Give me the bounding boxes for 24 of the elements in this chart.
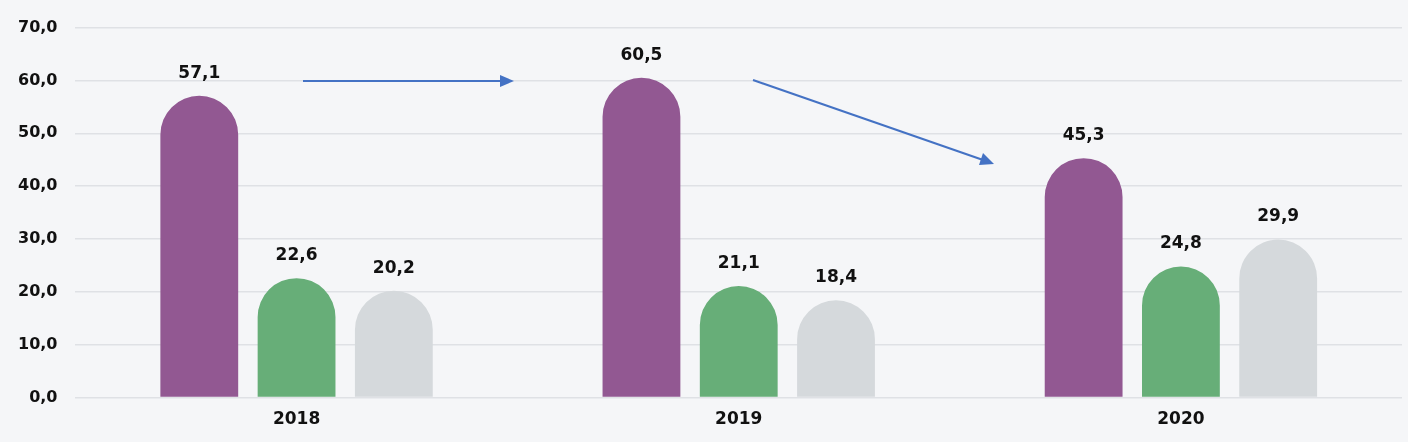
x-tick-label: 2018 — [272, 408, 321, 429]
data-label: 21,1 — [717, 251, 760, 272]
y-tick-label: 50,0 — [17, 122, 58, 142]
y-tick-label: 20,0 — [17, 281, 58, 301]
x-tick-label: 2020 — [1157, 408, 1205, 429]
y-tick-label: 0,0 — [29, 386, 58, 406]
bar — [602, 77, 681, 397]
data-label: 45,3 — [1062, 124, 1105, 145]
y-tick-label: 30,0 — [17, 228, 58, 248]
bar — [160, 95, 239, 397]
data-label: 60,5 — [620, 43, 663, 64]
y-tick-label: 10,0 — [17, 333, 58, 353]
data-label: 29,9 — [1257, 205, 1300, 226]
bar — [1142, 266, 1220, 397]
y-tick-label: 60,0 — [17, 69, 58, 89]
x-tick-label: 2019 — [715, 408, 763, 429]
bar — [1044, 158, 1123, 397]
data-label: 24,8 — [1159, 232, 1202, 253]
y-tick-label: 70,0 — [17, 16, 58, 36]
y-tick-label: 40,0 — [17, 175, 58, 195]
data-label: 20,2 — [372, 256, 415, 277]
data-label: 22,6 — [275, 244, 318, 265]
data-label: 57,1 — [178, 61, 221, 82]
data-label: 18,4 — [815, 266, 858, 287]
